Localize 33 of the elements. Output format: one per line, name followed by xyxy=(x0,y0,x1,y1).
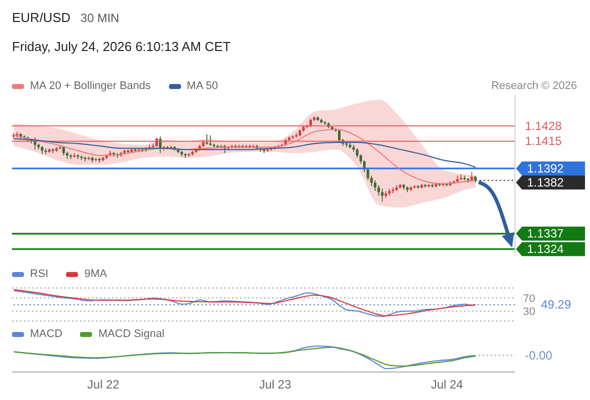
text: -0.00 xyxy=(525,348,553,362)
candlestick xyxy=(359,154,362,164)
ref-line-label: 1.1324 xyxy=(527,242,564,256)
legend-label: MA 50 xyxy=(186,80,218,92)
ref-line-label: 49.29 xyxy=(541,298,572,312)
candlestick xyxy=(392,186,394,194)
candlestick xyxy=(370,175,373,187)
candlestick xyxy=(374,180,376,192)
legend-label: 9MA xyxy=(84,268,107,280)
x-tick-label: Jul 23 xyxy=(259,378,292,392)
candlestick xyxy=(209,134,212,146)
candlestick xyxy=(338,128,341,143)
y-tick-label: 70 xyxy=(523,292,536,305)
candlestick xyxy=(460,174,462,181)
ref-line-label: 1.1337 xyxy=(527,226,564,241)
ref-line-label: 1.1382 xyxy=(527,175,564,190)
candlestick xyxy=(380,188,384,202)
x-tick-label: Jul 24 xyxy=(430,378,464,392)
legend-label: MACD Signal xyxy=(98,328,164,340)
ref-line-label: 1.1415 xyxy=(525,134,562,148)
candlestick xyxy=(356,148,358,158)
ref-line-label: 1.1392 xyxy=(527,161,564,176)
chart-title: EUR/USD xyxy=(12,10,71,25)
text: Friday, July 24, 2026 6:10:13 AM CET xyxy=(12,39,231,54)
legend-label: MACD xyxy=(30,328,62,340)
legend-label: MA 20 + Bollinger Bands xyxy=(30,80,151,92)
ref-line-label: 1.1428 xyxy=(525,118,562,133)
text: Research © 2026 xyxy=(491,80,577,92)
x-tick-label: Jul 22 xyxy=(87,378,120,392)
candlestick xyxy=(377,184,380,196)
legend-label: RSI xyxy=(30,268,48,280)
y-tick-label: 30 xyxy=(523,306,536,318)
chart-subtitle: 30 MIN xyxy=(80,11,120,25)
